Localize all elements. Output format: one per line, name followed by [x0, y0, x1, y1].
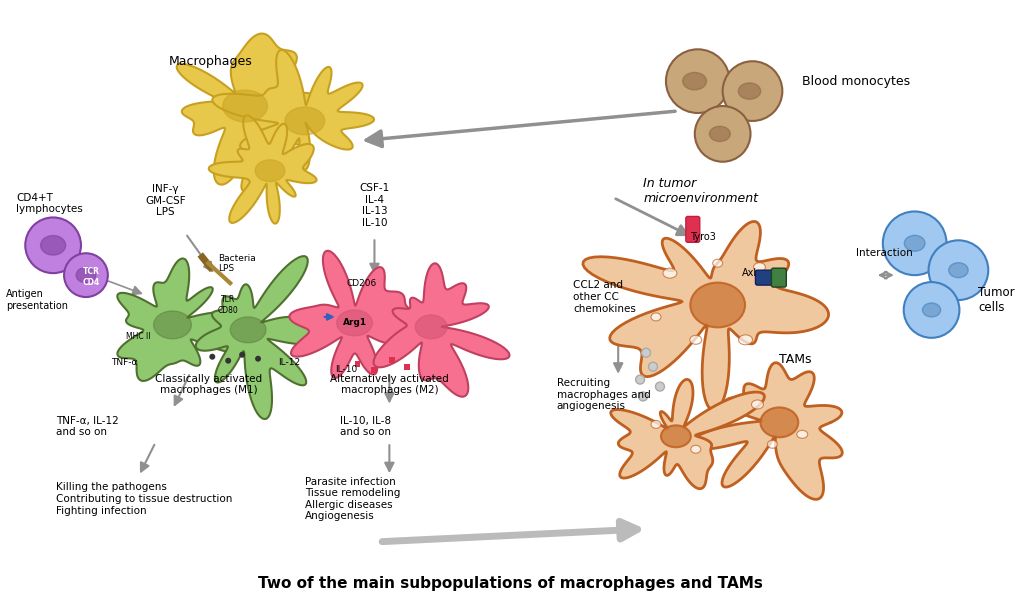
Ellipse shape [767, 440, 777, 448]
Ellipse shape [661, 425, 691, 447]
Text: Bacteria
LPS: Bacteria LPS [218, 253, 256, 273]
Circle shape [656, 382, 665, 391]
Text: Classically activated
macrophages (M1): Classically activated macrophages (M1) [154, 374, 262, 396]
Circle shape [225, 358, 231, 364]
Ellipse shape [754, 263, 765, 272]
Circle shape [26, 217, 81, 273]
Circle shape [641, 348, 651, 357]
FancyBboxPatch shape [355, 361, 360, 367]
Polygon shape [290, 250, 424, 378]
Ellipse shape [682, 73, 707, 90]
Polygon shape [177, 33, 319, 185]
Ellipse shape [797, 430, 808, 438]
Ellipse shape [337, 310, 372, 336]
Ellipse shape [76, 267, 96, 283]
Text: MHC II: MHC II [127, 332, 151, 341]
Ellipse shape [230, 317, 266, 343]
Ellipse shape [691, 283, 745, 327]
Text: IL-10, IL-8
and so on: IL-10, IL-8 and so on [340, 416, 391, 437]
Text: Alternatively activated
macrophages (M2): Alternatively activated macrophages (M2) [330, 374, 449, 396]
Ellipse shape [709, 126, 730, 142]
Polygon shape [687, 363, 842, 499]
Text: Two of the main subpopulations of macrophages and TAMs: Two of the main subpopulations of macrop… [259, 576, 763, 591]
Text: In tumor
microenvironment: In tumor microenvironment [643, 177, 758, 204]
Text: Antigen
presentation: Antigen presentation [6, 289, 69, 311]
Text: CD206: CD206 [347, 278, 376, 287]
Ellipse shape [691, 445, 701, 453]
Circle shape [64, 253, 107, 297]
Text: Killing the pathogens
Contributing to tissue destruction
Fighting infection: Killing the pathogens Contributing to ti… [56, 482, 232, 515]
Circle shape [929, 240, 988, 300]
Ellipse shape [285, 107, 324, 135]
Ellipse shape [153, 311, 191, 339]
FancyBboxPatch shape [371, 367, 376, 373]
Ellipse shape [713, 259, 722, 267]
Text: Recruiting
macrophages and
angiogenesis: Recruiting macrophages and angiogenesis [557, 378, 651, 411]
Circle shape [210, 354, 215, 360]
Ellipse shape [663, 268, 677, 278]
Circle shape [638, 392, 648, 401]
Ellipse shape [739, 335, 753, 345]
Text: CD4+T
lymphocytes: CD4+T lymphocytes [16, 193, 83, 214]
Circle shape [666, 50, 729, 113]
Circle shape [255, 356, 261, 362]
Circle shape [903, 282, 960, 338]
Circle shape [722, 61, 783, 121]
Ellipse shape [739, 83, 761, 99]
Ellipse shape [948, 263, 968, 278]
Ellipse shape [415, 315, 447, 339]
Ellipse shape [41, 235, 65, 255]
Text: INF-γ
GM-CSF
LPS: INF-γ GM-CSF LPS [145, 184, 186, 217]
Circle shape [239, 352, 246, 358]
Text: TNF-α: TNF-α [110, 358, 137, 367]
Text: Parasite infection
Tissue remodeling
Allergic diseases
Angiogenesis: Parasite infection Tissue remodeling All… [305, 477, 400, 522]
Text: IL-10: IL-10 [335, 365, 357, 374]
Polygon shape [611, 379, 764, 489]
Text: Macrophages: Macrophages [169, 54, 253, 68]
Circle shape [649, 362, 658, 371]
Polygon shape [209, 116, 316, 224]
Text: CCL2 and
other CC
chemokines: CCL2 and other CC chemokines [574, 281, 636, 313]
Polygon shape [118, 258, 250, 381]
Circle shape [635, 375, 644, 384]
Text: TLR
CD80: TLR CD80 [218, 295, 238, 315]
Text: Tyro3: Tyro3 [690, 232, 716, 243]
Text: Arg1: Arg1 [343, 318, 366, 327]
Ellipse shape [223, 90, 267, 122]
Circle shape [695, 106, 751, 162]
Text: CSF-1
IL-4
IL-13
IL-10: CSF-1 IL-4 IL-13 IL-10 [359, 183, 390, 228]
Polygon shape [213, 50, 374, 192]
Ellipse shape [690, 335, 702, 344]
Polygon shape [195, 256, 331, 419]
FancyBboxPatch shape [404, 364, 410, 370]
FancyBboxPatch shape [685, 217, 700, 243]
Ellipse shape [255, 160, 285, 182]
Ellipse shape [752, 400, 763, 409]
Text: Tumor
cells: Tumor cells [978, 286, 1015, 314]
Polygon shape [583, 221, 829, 411]
Text: Interaction: Interaction [856, 248, 914, 258]
FancyBboxPatch shape [771, 268, 787, 287]
Polygon shape [373, 263, 509, 397]
FancyBboxPatch shape [390, 357, 395, 362]
Ellipse shape [760, 407, 798, 437]
Text: TCR
CD4: TCR CD4 [82, 267, 99, 287]
Ellipse shape [651, 420, 661, 428]
Ellipse shape [923, 303, 940, 317]
Text: TNF-α, IL-12
and so on: TNF-α, IL-12 and so on [56, 416, 119, 437]
Circle shape [883, 212, 946, 275]
Text: Axl: Axl [742, 268, 757, 278]
Ellipse shape [651, 313, 661, 321]
Text: IL-12: IL-12 [278, 358, 300, 367]
Text: TAMs: TAMs [780, 353, 812, 366]
FancyBboxPatch shape [755, 270, 777, 285]
Text: Blood monocytes: Blood monocytes [802, 74, 910, 88]
Ellipse shape [904, 235, 925, 251]
